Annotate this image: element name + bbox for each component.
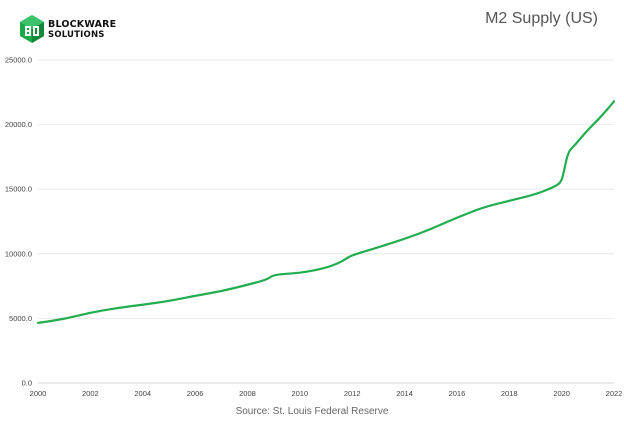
brand-logo: [18, 14, 118, 46]
chart-title: M2 Supply (US): [485, 10, 598, 27]
chart-source: Source: St. Louis Federal Reserve: [235, 406, 389, 417]
blockware-cube-logo-icon: [20, 15, 44, 43]
y-tick-label: 25000.0: [5, 56, 32, 65]
brand-name-line2: SOLUTIONS: [48, 30, 105, 40]
x-tick-label: 2022: [606, 389, 623, 398]
x-tick-label: 2010: [291, 389, 308, 398]
y-tick-label: 0.0: [22, 379, 32, 388]
series-line-m2: [36, 100, 616, 324]
y-tick-label: 15000.0: [5, 185, 32, 194]
y-tick-label: 20000.0: [5, 120, 32, 129]
y-tick-label: 5000.0: [9, 314, 32, 323]
x-tick-label: 2020: [553, 389, 570, 398]
x-tick-label: 2012: [344, 389, 361, 398]
x-tick-label: 2000: [30, 389, 47, 398]
x-tick-label: 2008: [239, 389, 256, 398]
x-tick-label: 2014: [396, 389, 413, 398]
x-tick-label: 2018: [501, 389, 518, 398]
x-tick-label: 2006: [187, 389, 204, 398]
brand-name-line1: BLOCKWARE: [48, 19, 117, 30]
x-tick-label: 2002: [82, 389, 99, 398]
x-tick-label: 2004: [134, 389, 151, 398]
y-tick-label: 10000.0: [5, 249, 32, 258]
x-tick-label: 2016: [449, 389, 466, 398]
